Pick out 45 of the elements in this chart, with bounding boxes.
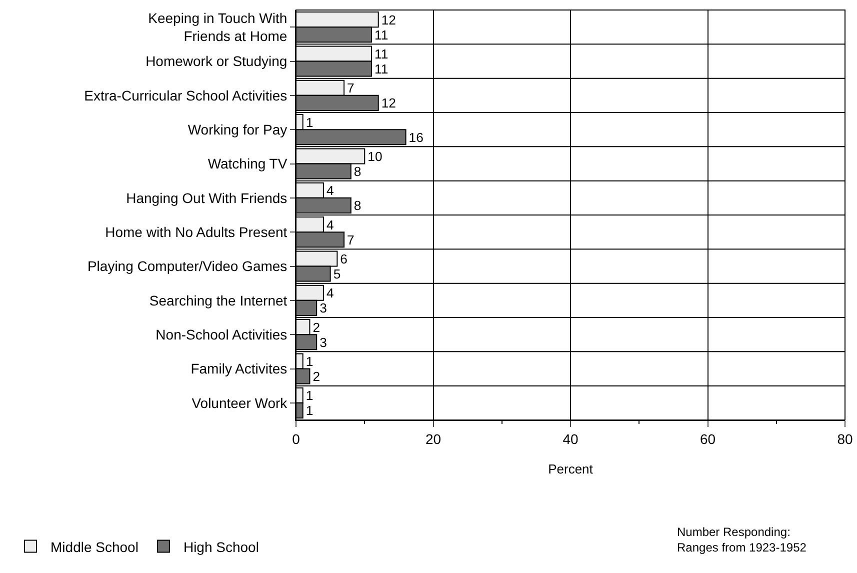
legend-label: Middle School xyxy=(50,538,138,555)
y-tick-label: Working for Pay xyxy=(188,121,288,138)
legend-label: High School xyxy=(183,538,259,555)
data-label: 1 xyxy=(306,403,314,418)
data-label: 2 xyxy=(312,320,320,335)
y-tick-label: Home with No Adults Present xyxy=(105,224,288,240)
data-label: 4 xyxy=(326,217,334,232)
data-label: 8 xyxy=(354,164,362,179)
y-tick-label: Homework or Studying xyxy=(146,53,288,70)
data-label: 4 xyxy=(326,183,334,198)
data-label: 8 xyxy=(354,198,362,214)
x-tick-label: 40 xyxy=(562,430,578,447)
x-tick-label: 0 xyxy=(292,430,300,447)
x-tick-label: 20 xyxy=(425,430,442,447)
x-axis-title: Percent xyxy=(548,461,594,476)
y-tick-label: Playing Computer/Video Games xyxy=(87,258,288,274)
x-tick-label: 80 xyxy=(837,430,853,447)
y-tick-label: Family Activites xyxy=(190,360,288,377)
data-label: 11 xyxy=(374,46,388,62)
data-label: 12 xyxy=(381,96,396,111)
x-tick-label: 60 xyxy=(700,430,716,447)
y-tick-label: Non-School Activities xyxy=(156,326,288,342)
y-tick-label: Keeping in Touch With Friends at Home xyxy=(148,10,288,44)
data-label: 11 xyxy=(374,27,388,42)
data-label: 5 xyxy=(333,266,341,282)
data-label: 3 xyxy=(320,300,327,316)
data-label: 1 xyxy=(306,114,314,130)
y-tick-label: Watching TV xyxy=(208,156,288,172)
data-label: 10 xyxy=(368,148,382,164)
data-label: 6 xyxy=(340,251,348,266)
data-label: 4 xyxy=(326,286,334,301)
data-label: 11 xyxy=(374,61,388,76)
y-tick-label: Hanging Out With Friends xyxy=(126,190,288,206)
y-tick-label: Extra-Curricular School Activities xyxy=(84,87,288,104)
data-label: 7 xyxy=(347,232,354,248)
data-label: 7 xyxy=(347,80,354,96)
text: Number Responding: Ranges from 1923-1952 xyxy=(677,525,807,555)
y-tick-label: Searching the Internet xyxy=(149,292,288,308)
data-label: 1 xyxy=(306,354,314,369)
y-tick-label: Volunteer Work xyxy=(192,394,288,411)
data-label: 3 xyxy=(320,334,327,350)
data-label: 16 xyxy=(408,130,424,145)
data-label: 2 xyxy=(312,368,320,384)
data-label: 12 xyxy=(381,12,396,28)
data-label: 1 xyxy=(306,388,314,404)
